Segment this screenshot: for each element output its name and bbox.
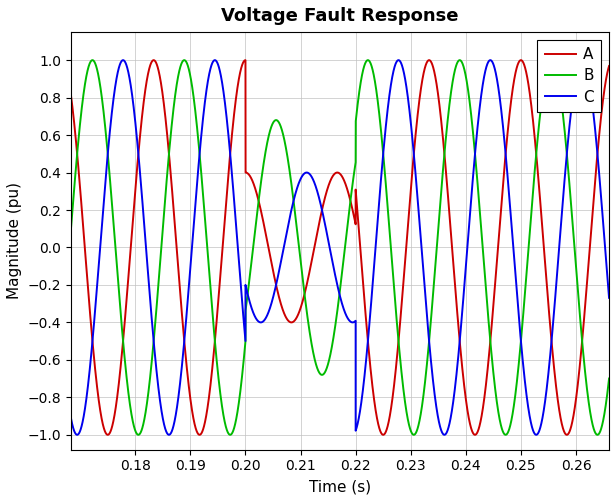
X-axis label: Time (s): Time (s) xyxy=(309,479,371,494)
Legend: A, B, C: A, B, C xyxy=(537,40,601,112)
B xyxy=(224,428,231,434)
C xyxy=(317,201,324,207)
C xyxy=(606,295,613,301)
A xyxy=(135,148,142,154)
C xyxy=(576,60,583,66)
C xyxy=(519,358,527,364)
A xyxy=(517,57,525,63)
A xyxy=(471,431,478,437)
A xyxy=(67,92,75,98)
Y-axis label: Magnitude (pu): Magnitude (pu) xyxy=(7,182,22,300)
Title: Voltage Fault Response: Voltage Fault Response xyxy=(221,7,459,25)
A xyxy=(317,213,324,219)
C xyxy=(120,57,127,63)
Line: C: C xyxy=(71,60,609,435)
B xyxy=(471,140,478,146)
B xyxy=(67,227,75,233)
B xyxy=(317,371,324,377)
B xyxy=(519,317,527,323)
A xyxy=(606,63,613,69)
C xyxy=(224,122,231,128)
A xyxy=(104,432,111,438)
Line: A: A xyxy=(71,60,609,435)
A xyxy=(519,59,527,65)
B xyxy=(576,309,583,315)
B xyxy=(364,57,371,63)
C xyxy=(135,153,142,159)
C xyxy=(532,432,540,438)
B xyxy=(135,432,142,438)
B xyxy=(606,375,613,381)
C xyxy=(471,162,478,168)
B xyxy=(502,432,509,438)
A xyxy=(576,364,583,370)
C xyxy=(67,415,75,421)
A xyxy=(224,183,231,189)
Line: B: B xyxy=(71,60,609,435)
